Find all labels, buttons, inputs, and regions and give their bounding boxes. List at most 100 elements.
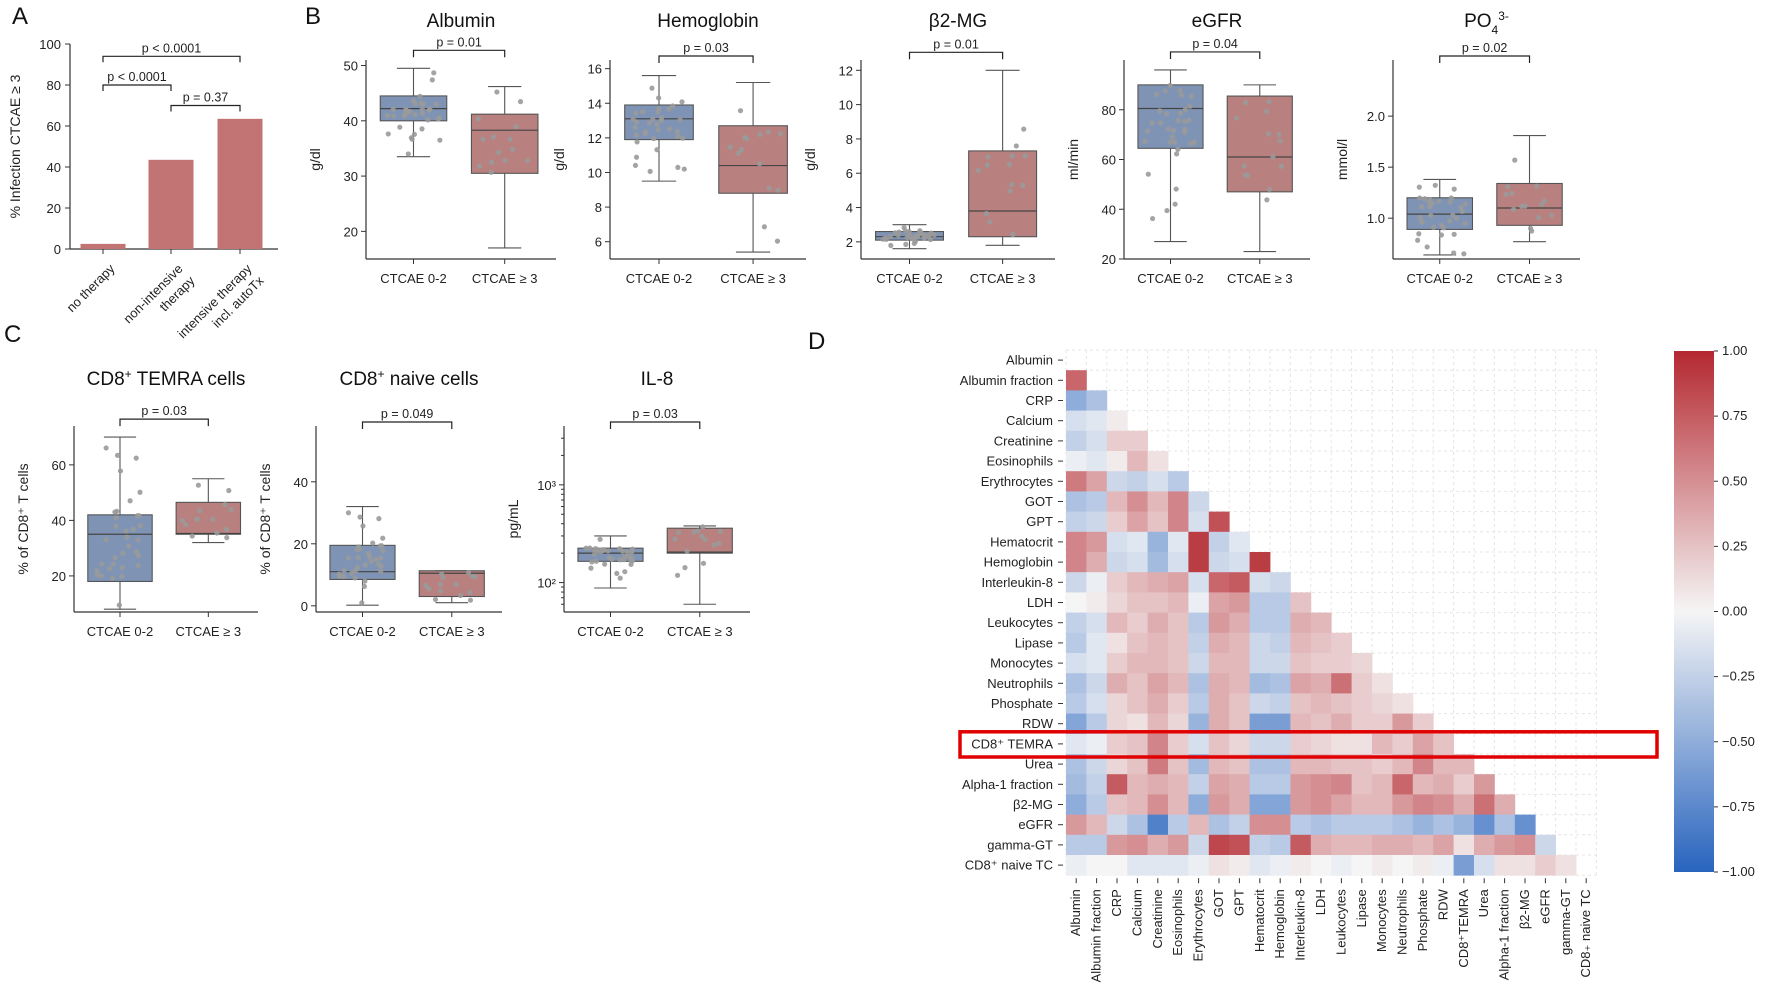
- d-heatmap-cell: [1331, 834, 1352, 856]
- d-heatmap-cell: [1127, 855, 1148, 876]
- d-heatmap-cell: [1229, 794, 1250, 815]
- c-temra-data-point: [117, 468, 124, 474]
- d-row-label: Leukocytes: [987, 615, 1053, 630]
- c-naive-y-axis-label: % of CD8⁺ T cells: [257, 463, 273, 574]
- d-heatmap-cell: [1229, 612, 1250, 634]
- c-temra-data-point: [214, 530, 220, 536]
- c-il8-x-tick-label: CTCAE 0-2: [577, 624, 643, 639]
- d-row-label: CD8⁺ naive TC: [965, 858, 1053, 873]
- d-heatmap-cell: [1208, 855, 1230, 876]
- b-hemoglobin-data-point: [633, 119, 640, 125]
- d-heatmap-cell: [1392, 834, 1414, 856]
- b-b2mg-data-point: [1007, 188, 1013, 194]
- b-hemoglobin-data-point: [761, 224, 767, 230]
- b-po4-box: [1496, 182, 1563, 226]
- c-naive-x-tick-label: CTCAE ≥ 3: [419, 624, 485, 639]
- d-heatmap-cell: [1229, 653, 1250, 674]
- d-heatmap-cell: [1106, 592, 1128, 613]
- d-heatmap-cell: [1453, 754, 1475, 775]
- d-heatmap-cell: [1331, 653, 1352, 674]
- c-temra-title: CD8+ TEMRA cells: [87, 367, 246, 390]
- b-albumin-y-tick-label: 40: [344, 114, 358, 129]
- b-hemoglobin-data-point: [774, 238, 781, 244]
- d-heatmap-cell: [1188, 572, 1210, 593]
- d-heatmap-cell: [1106, 572, 1128, 593]
- b-po4-data-point: [1462, 220, 1468, 226]
- b-b2mg-data-point: [1022, 153, 1028, 159]
- d-heatmap-cell: [1310, 794, 1332, 815]
- d-heatmap-cell: [1188, 814, 1210, 836]
- d-row-label: gamma-GT: [987, 837, 1053, 852]
- b-egfr-data-point: [1164, 207, 1170, 214]
- b-po4-title: PO43-: [1464, 9, 1509, 37]
- d-heatmap-cell: [1290, 592, 1312, 613]
- d-heatmap-cell: [1208, 834, 1230, 856]
- c-il8-data-point: [622, 553, 628, 559]
- d-heatmap-cell: [1208, 814, 1230, 836]
- c-temra-data-point: [106, 565, 113, 572]
- c-temra-data-point: [179, 517, 186, 524]
- c-il8-y-tick-label: 10²: [537, 576, 556, 591]
- d-heatmap-cell: [1066, 855, 1087, 876]
- b-egfr-data-point: [1154, 91, 1160, 97]
- d-col-label: Urea: [1476, 888, 1491, 917]
- c-il8-data-point: [672, 536, 678, 542]
- c-il8-data-point: [700, 560, 707, 566]
- d-heatmap-cell: [1310, 693, 1332, 714]
- d-row-label: Albumin: [1006, 353, 1053, 368]
- d-heatmap-cell: [1372, 754, 1393, 775]
- d-heatmap-cell: [1086, 451, 1108, 472]
- b-hemoglobin-data-point: [679, 135, 686, 141]
- b-b2mg-data-point: [901, 225, 907, 231]
- b-egfr-significance-bracket: [1169, 51, 1261, 59]
- d-heatmap-cell: [1208, 653, 1230, 674]
- d-heatmap-cell: [1106, 430, 1128, 452]
- d-heatmap-cell: [1249, 733, 1271, 755]
- b-hemoglobin-data-point: [756, 161, 763, 167]
- d-heatmap-cell: [1372, 673, 1393, 694]
- b-egfr-y-tick-label: 20: [1102, 252, 1116, 267]
- b-hemoglobin-data-point: [633, 110, 639, 116]
- d-heatmap-cell: [1086, 754, 1108, 775]
- d-col-label: Albumin fraction: [1089, 889, 1104, 982]
- d-heatmap-cell: [1066, 471, 1087, 492]
- d-heatmap-cell: [1249, 814, 1271, 836]
- c-naive-y-tick-label: 40: [294, 475, 308, 490]
- d-heatmap-cell: [1270, 572, 1291, 593]
- d-heatmap-cell: [1106, 632, 1128, 654]
- b-albumin-data-point: [524, 157, 531, 164]
- d-heatmap-cell: [1290, 612, 1312, 634]
- c-naive-data-point: [337, 573, 343, 579]
- c-naive-data-point: [380, 535, 386, 541]
- b-albumin-data-point: [436, 115, 442, 121]
- d-heatmap-cell: [1249, 552, 1271, 573]
- d-heatmap-cell: [1494, 814, 1516, 836]
- b-albumin-data-point: [437, 137, 443, 143]
- d-heatmap-cell: [1106, 713, 1128, 735]
- c-temra-y-tick-label: 20: [52, 569, 66, 584]
- c-temra-data-point: [99, 561, 105, 567]
- d-heatmap-cell: [1494, 834, 1516, 856]
- d-heatmap-cell: [1188, 774, 1210, 795]
- c-il8-data-point: [691, 529, 697, 535]
- b-albumin-significance-bracket: [412, 49, 506, 58]
- d-heatmap-cell: [1147, 855, 1169, 876]
- d-heatmap-cell: [1290, 653, 1312, 674]
- d-heatmap-cell: [1310, 814, 1332, 836]
- b-albumin-data-point: [510, 146, 516, 152]
- c-temra-data-point: [119, 564, 125, 570]
- d-col-label: Hemoglobin: [1272, 889, 1287, 958]
- d-heatmap-cell: [1433, 774, 1454, 795]
- c-temra-data-point: [223, 526, 230, 532]
- d-heatmap-cell: [1290, 754, 1312, 775]
- c-naive-data-point: [354, 546, 360, 553]
- d-heatmap-cell: [1270, 612, 1291, 634]
- d-heatmap-cell: [1127, 673, 1148, 694]
- d-heatmap-cell: [1331, 774, 1352, 795]
- b-egfr-box: [1137, 84, 1204, 149]
- d-heatmap-cell: [1168, 733, 1189, 755]
- c-naive-data-point: [378, 555, 384, 561]
- b-egfr-data-point: [1277, 138, 1283, 144]
- d-heatmap-cell: [1310, 774, 1332, 795]
- d-heatmap-cell: [1106, 754, 1128, 775]
